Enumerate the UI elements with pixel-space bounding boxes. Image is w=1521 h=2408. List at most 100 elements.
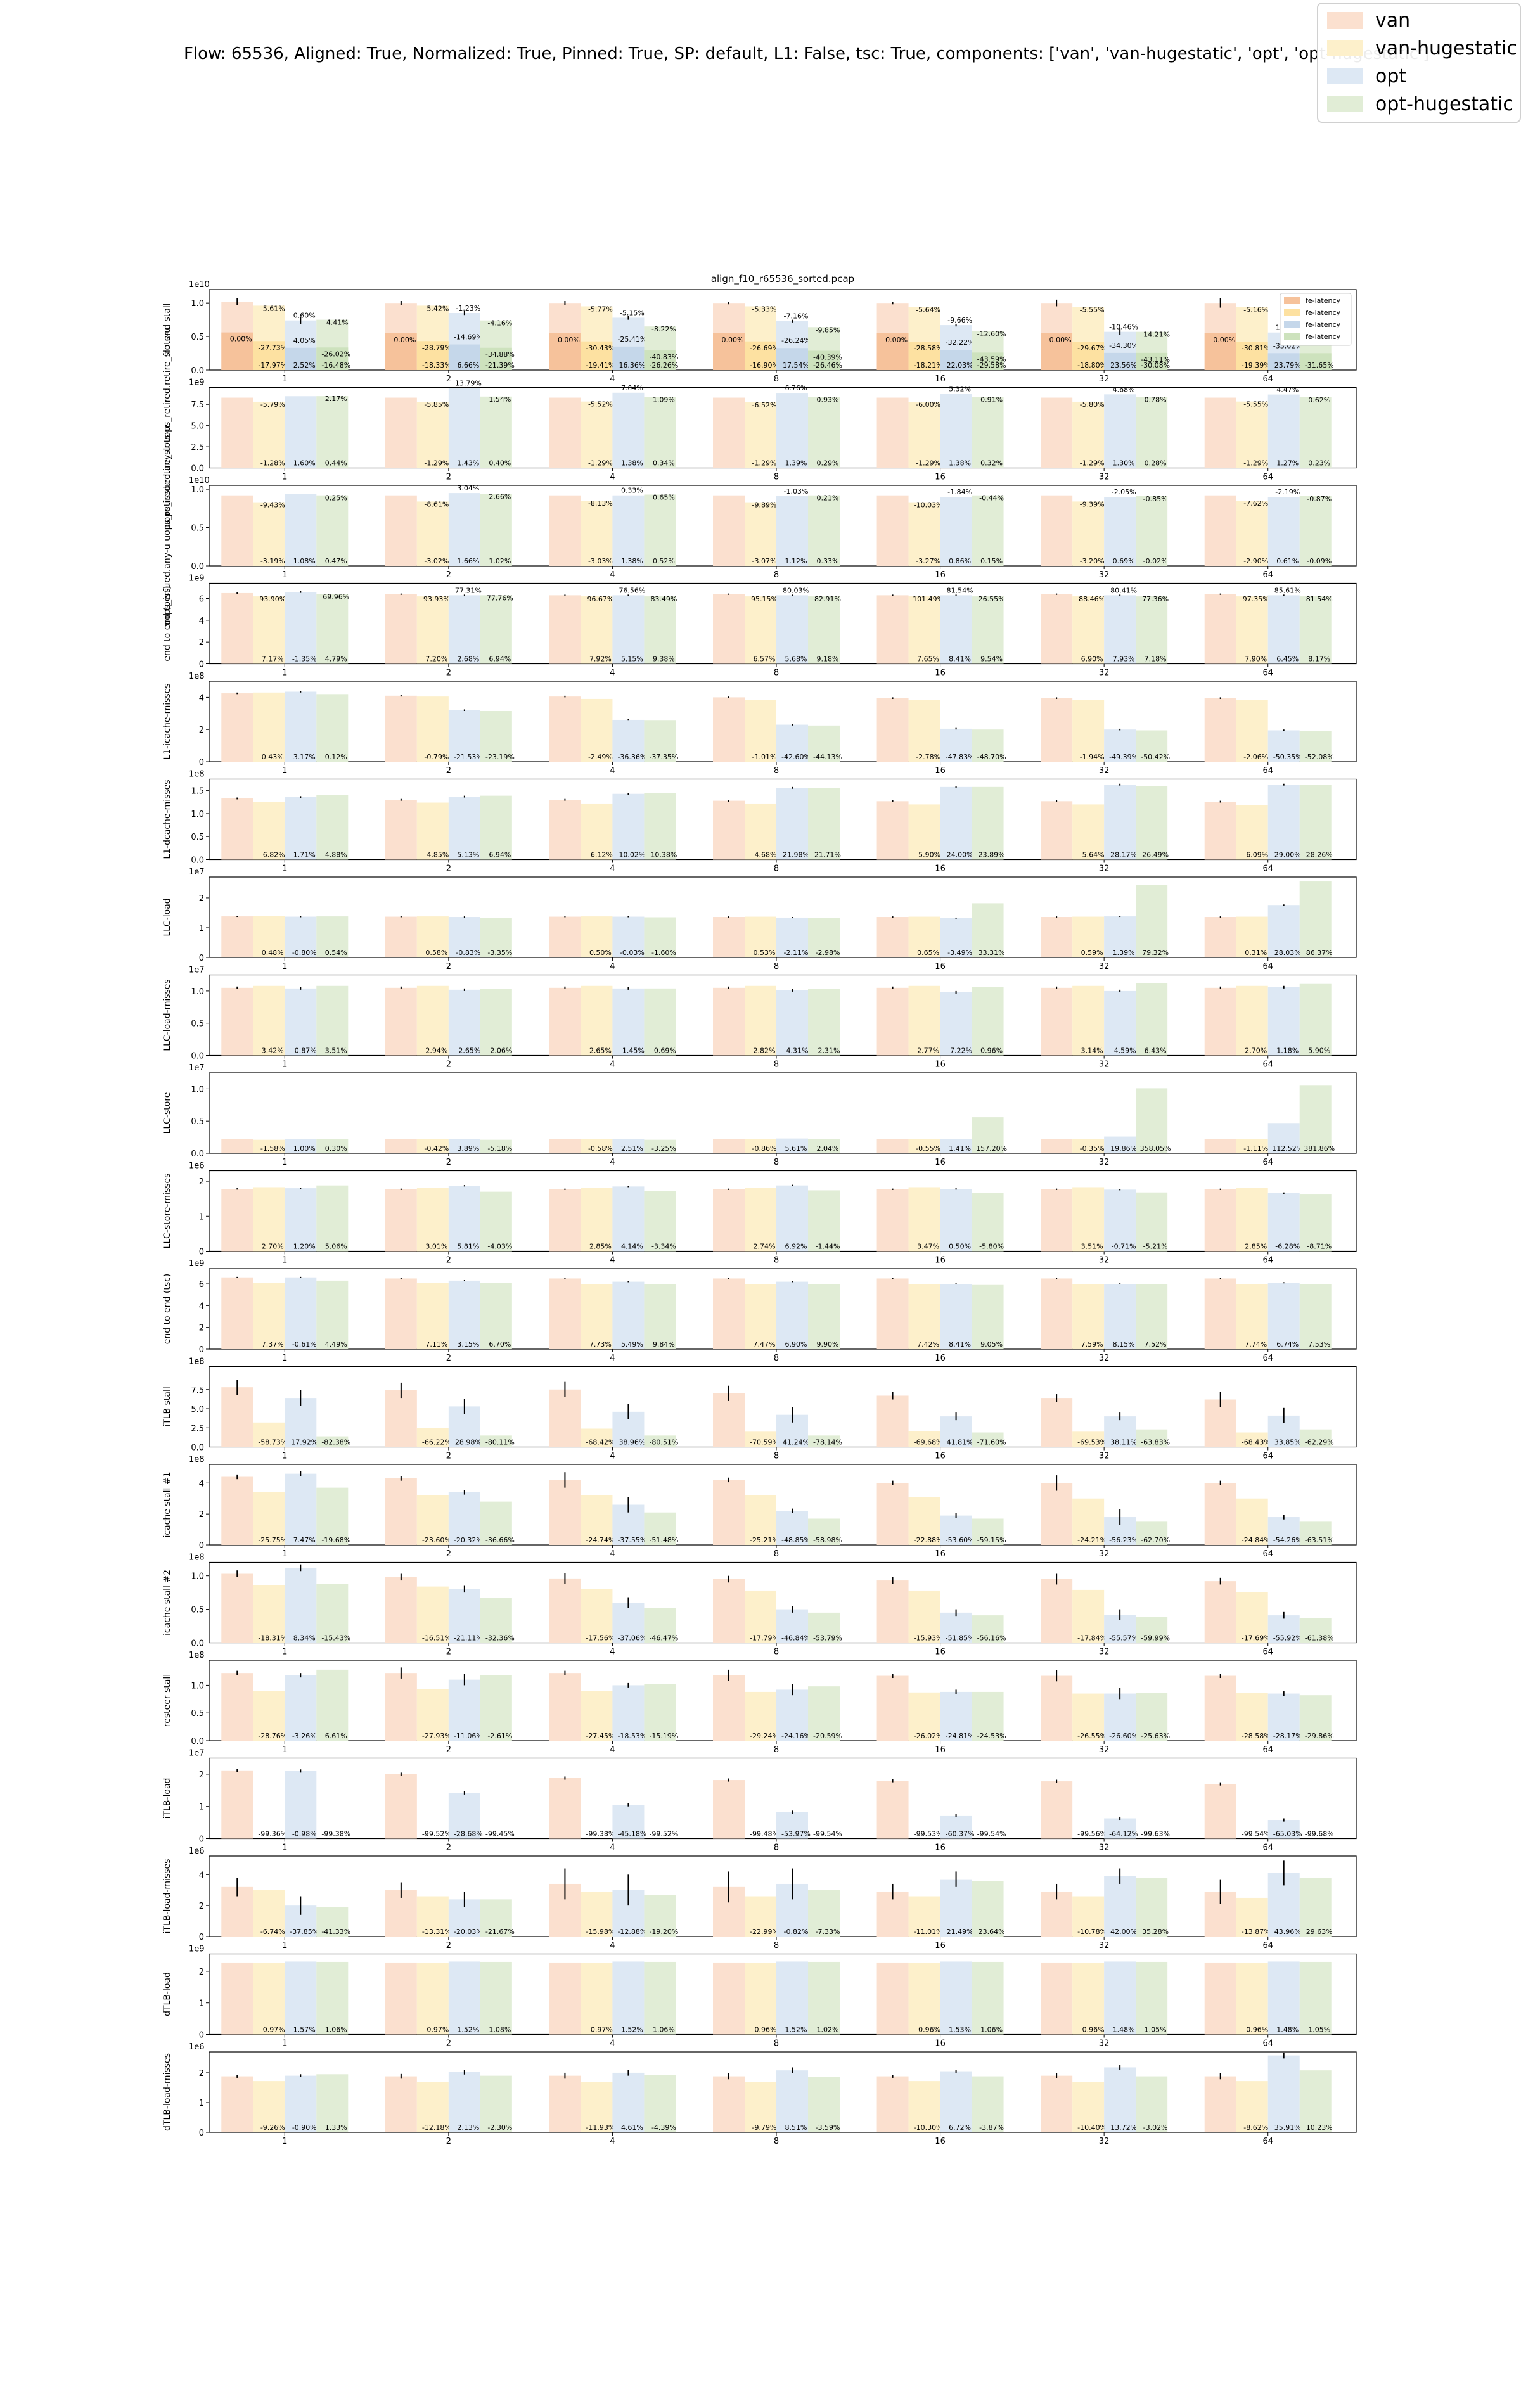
bar-pct-label: 28.17%	[1110, 851, 1137, 859]
y-tick-label: 0.0	[191, 1052, 204, 1061]
bar-pct-label: -5.80%	[979, 1243, 1004, 1251]
bar-van	[713, 1480, 745, 1545]
bar-van-hugestatic	[1072, 1693, 1105, 1741]
bar-van-hugestatic	[908, 1284, 940, 1349]
bar-opt-hugestatic	[808, 495, 840, 566]
bar-opt	[448, 710, 480, 762]
bar-pct-label: -2.30%	[487, 2123, 512, 2132]
y-axis-label: iTLB-load-misses	[162, 1859, 172, 1934]
bar-van-hugestatic	[253, 1139, 285, 1153]
x-tick-label: 32	[1099, 2137, 1110, 2146]
bar-pct-label: -8.61%	[424, 500, 449, 508]
x-tick-label: 4	[610, 1060, 615, 1070]
bar-pct-label: -53.97%	[781, 1830, 811, 1838]
legend-swatch-van-hugestatic	[1327, 40, 1363, 56]
bar-pct-label: -3.87%	[979, 2123, 1004, 2132]
y-axis-label: icache stall #2	[162, 1570, 172, 1636]
x-tick-label: 16	[935, 473, 946, 482]
bar-pct-label: -0.55%	[916, 1144, 940, 1153]
bar-pct-label: 0.15%	[980, 557, 1003, 565]
bar-van-hugestatic	[908, 402, 940, 468]
bar-van-hugestatic	[745, 1590, 776, 1643]
bar-pct-label: -53.60%	[946, 1536, 975, 1544]
x-tick-label: 64	[1262, 2039, 1273, 2049]
bar-pct-label: 19.86%	[1110, 1144, 1137, 1153]
bar-pct-label: 0.40%	[489, 459, 511, 468]
bar-opt	[940, 1515, 972, 1545]
bar-opt	[285, 592, 317, 664]
stack-bar-van	[549, 333, 581, 370]
bar-pct-label: 21.98%	[783, 851, 809, 859]
inner-legend-label: fe-latency	[1306, 321, 1341, 329]
bar-pct-label: 33.31%	[979, 949, 1005, 957]
bar-pct-label: -56.23%	[1109, 1536, 1138, 1544]
bar-pct-label: 0.50%	[589, 949, 612, 957]
bar-pct-label: -2.78%	[916, 753, 940, 761]
bar-pct-label: -55.92%	[1273, 1634, 1302, 1643]
bar-van	[1041, 1398, 1073, 1447]
bar-van-hugestatic	[1072, 1589, 1105, 1643]
bar-van-hugestatic	[1072, 1284, 1105, 1349]
bar-opt-hugestatic	[808, 725, 840, 762]
bar-opt-hugestatic	[644, 1191, 676, 1252]
bar-pct-label: 28.26%	[1306, 851, 1333, 859]
legend-swatch-opt-hugestatic	[1327, 96, 1363, 112]
bar-pct-label: 38.11%	[1110, 1438, 1137, 1447]
x-tick-label: 16	[935, 1843, 946, 1853]
bar-pct-label: -20.59%	[813, 1732, 842, 1740]
bar-van-hugestatic	[1072, 1187, 1105, 1252]
bar-pct-label: -3.35%	[487, 949, 512, 957]
bar-van-hugestatic	[908, 2081, 940, 2132]
bar-pct-label: 5.13%	[457, 851, 479, 859]
bar-opt	[940, 1612, 972, 1643]
x-tick-label: 2	[446, 1158, 451, 1167]
bar-van	[221, 1189, 254, 1252]
bar-opt-hugestatic	[808, 1612, 840, 1643]
axis-exponent: 1e7	[189, 1749, 205, 1758]
bar-pct-label: 6.72%	[949, 2123, 971, 2132]
bar-pct-label: -0.96%	[1080, 2026, 1105, 2034]
bar-van-hugestatic	[908, 596, 940, 664]
bar-van	[549, 2075, 581, 2132]
bar-pct-label: -10.78%	[1077, 1928, 1107, 1936]
x-tick-label: 16	[935, 1256, 946, 1265]
bar-pct-label: 0.31%	[1245, 949, 1267, 957]
bar-pct-label: 4.47%	[1276, 386, 1299, 394]
bar-pct-label: -5.64%	[1080, 851, 1105, 859]
axis-exponent: 1e8	[189, 1455, 205, 1464]
x-tick-label: 1	[282, 1745, 287, 1755]
bar-opt-hugestatic	[316, 694, 349, 762]
bar-van	[385, 987, 417, 1056]
stack-bar-opt-hugestatic	[972, 352, 1004, 370]
inner-legend-label: fe-latency	[1306, 309, 1341, 317]
bar-pct-label: 1.38%	[949, 459, 971, 468]
bar-pct-label: -54.26%	[1273, 1536, 1302, 1544]
bar-van-hugestatic	[416, 501, 449, 566]
y-axis-label: LLC-load	[162, 898, 172, 936]
bar-van	[549, 696, 581, 762]
bar-opt-hugestatic	[1136, 1961, 1168, 2035]
bar-pct-label: 9.38%	[653, 655, 675, 663]
bar-pct-label: 1.53%	[949, 2026, 971, 2034]
bar-pct-label: 1.57%	[293, 2026, 316, 2034]
bar-van-hugestatic	[1072, 1963, 1105, 2035]
bar-pct-label: -99.54%	[1242, 1830, 1271, 1838]
bar-pct-label: -19.39%	[1242, 361, 1271, 369]
bar-van	[1041, 1962, 1073, 2035]
bar-van-hugestatic	[1072, 1431, 1105, 1447]
bar-pct-label: -3.25%	[651, 1144, 676, 1153]
bar-opt	[1268, 1283, 1300, 1349]
bar-van	[1041, 1675, 1073, 1741]
bar-van	[1041, 698, 1073, 762]
y-tick-label: 2	[199, 638, 204, 648]
bar-pct-label: 0.43%	[262, 753, 284, 761]
bar-van	[549, 1189, 581, 1252]
bar-pct-label: 1.39%	[1113, 949, 1135, 957]
bar-van	[876, 397, 909, 468]
y-axis-label: icache stall #1	[162, 1471, 172, 1537]
x-tick-label: 64	[1262, 473, 1273, 482]
bar-opt-hugestatic	[1299, 731, 1332, 762]
bar-opt-hugestatic	[1299, 2070, 1332, 2132]
bar-pct-label: -47.83%	[946, 753, 975, 761]
bar-van	[713, 987, 745, 1056]
